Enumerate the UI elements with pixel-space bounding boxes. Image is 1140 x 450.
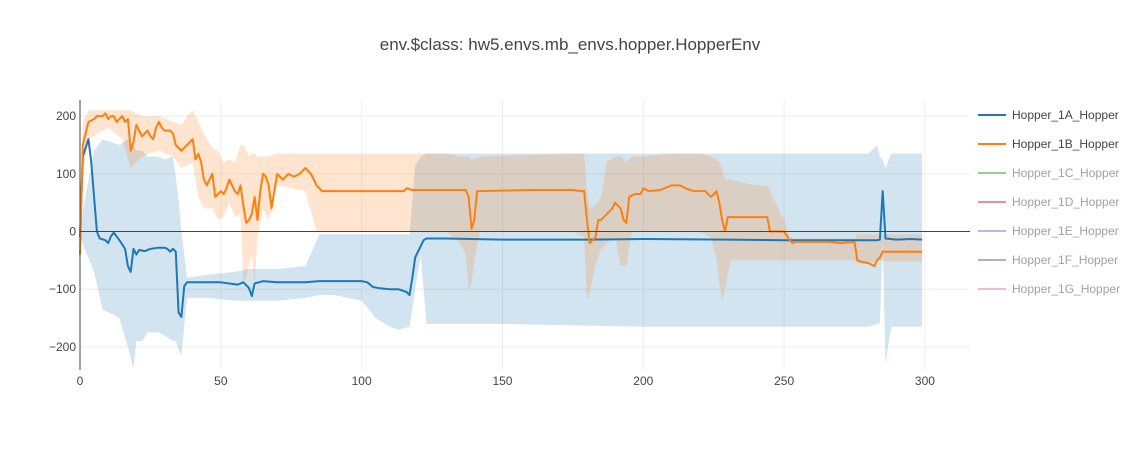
grid (80, 100, 970, 370)
axes: 0 50 100 150 200 250 300 200 100 0 −100 −200 (49, 100, 970, 388)
legend-item[interactable]: Hopper_1E_Hopper (978, 224, 1119, 238)
x-tick-label: 150 (492, 374, 512, 388)
legend-label: Hopper_1B_Hopper (1012, 137, 1119, 151)
y-tick-label: 100 (56, 167, 76, 181)
legend-label: Hopper_1G_Hopper (1012, 282, 1120, 296)
y-tick-label: −200 (49, 340, 76, 354)
legend-item[interactable]: Hopper_1F_Hopper (978, 253, 1118, 267)
legend-item[interactable]: Hopper_1C_Hopper (978, 166, 1119, 180)
y-tick-label: 200 (56, 109, 76, 123)
y-tick-label: 0 (69, 225, 76, 239)
legend-item[interactable]: Hopper_1G_Hopper (978, 282, 1120, 296)
legend-item[interactable]: Hopper_1D_Hopper (978, 195, 1119, 209)
line-hopper-1b-hopper (79, 112, 923, 268)
chart-title: env.$class: hw5.envs.mb_envs.hopper.Hopp… (380, 35, 761, 54)
legend-label: Hopper_1F_Hopper (1012, 253, 1118, 267)
legend-label: Hopper_1C_Hopper (1012, 166, 1119, 180)
line-hopper-1a-hopper (79, 138, 923, 318)
x-tick-label: 0 (77, 374, 84, 388)
legend-label: Hopper_1D_Hopper (1012, 195, 1119, 209)
legend-item[interactable]: Hopper_1A_Hopper (978, 108, 1119, 122)
band-hopper-1b-hopper (80, 110, 923, 301)
x-tick-label: 100 (352, 374, 372, 388)
x-tick-label: 250 (774, 374, 794, 388)
x-tick-label: 200 (633, 374, 653, 388)
y-tick-label: −100 (49, 282, 76, 296)
series-lines (79, 112, 923, 318)
x-tick-label: 300 (915, 374, 935, 388)
legend-item[interactable]: Hopper_1B_Hopper (978, 137, 1119, 151)
legend: Hopper_1A_Hopper Hopper_1B_Hopper Hopper_1… (978, 108, 1120, 296)
legend-label: Hopper_1A_Hopper (1012, 108, 1119, 122)
x-tick-label: 50 (214, 374, 228, 388)
legend-label: Hopper_1E_Hopper (1012, 224, 1119, 238)
